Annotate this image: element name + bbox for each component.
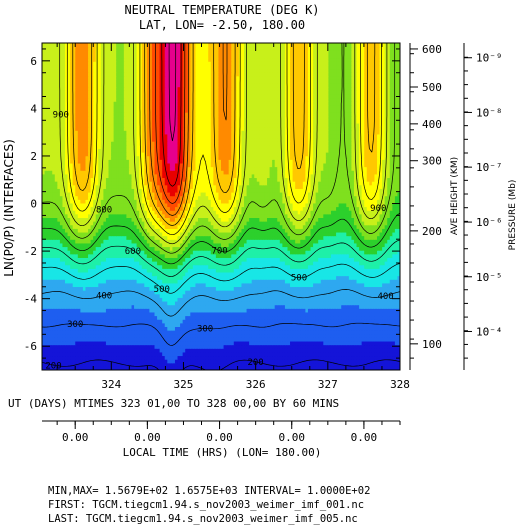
chart-title: NEUTRAL TEMPERATURE (DEG K) (124, 3, 319, 17)
chart-subtitle: LAT, LON= -2.50, 180.00 (139, 18, 305, 32)
